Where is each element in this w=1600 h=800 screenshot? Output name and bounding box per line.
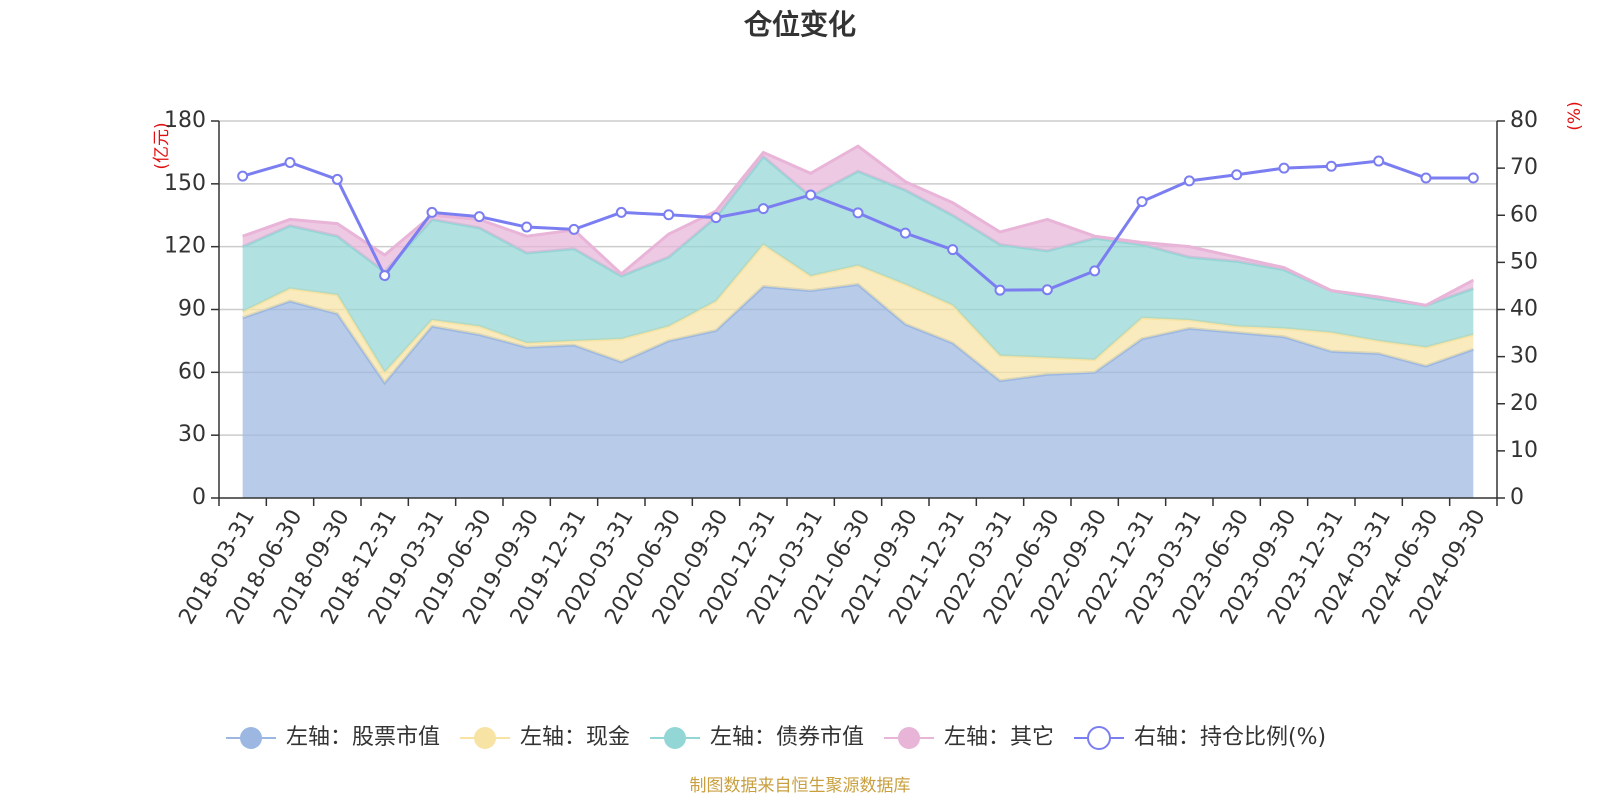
legend-swatch — [240, 727, 262, 749]
chart-title: 仓位变化 — [744, 8, 856, 41]
ratio-point — [1278, 162, 1290, 174]
legend-swatch — [898, 727, 920, 749]
legend-swatch — [664, 727, 686, 749]
area-edge-3 — [242, 154, 1474, 307]
ratio-point — [1089, 265, 1101, 277]
stacked-areas — [242, 144, 1475, 498]
legend: 左轴：股票市值 左轴：现金 左轴：债券市值 左轴：其它 右轴：持仓比例(%) — [226, 725, 1326, 750]
ratio-point — [852, 207, 864, 219]
left-tick-label: 150 — [164, 171, 206, 196]
ratio-point — [615, 206, 627, 218]
ratio-point — [1373, 155, 1385, 167]
ratio-point — [757, 203, 769, 215]
ratio-point — [473, 211, 485, 223]
right-tick-label: 10 — [1510, 438, 1538, 463]
ratio-line-series — [237, 155, 1479, 296]
ratio-point — [710, 212, 722, 224]
area-1 — [242, 284, 1474, 498]
left-tick-label: 90 — [178, 297, 206, 322]
area-3 — [242, 156, 1474, 373]
area-2 — [242, 244, 1474, 383]
ratio-point — [1041, 284, 1053, 296]
ratio-point — [521, 221, 533, 233]
ratio-point — [331, 173, 343, 185]
left-axis-unit: (亿元) — [152, 122, 172, 169]
left-tick-label: 120 — [164, 234, 206, 259]
legend-swatch — [474, 727, 496, 749]
ratio-point — [994, 284, 1006, 296]
right-axis-unit: (%) — [1565, 101, 1585, 130]
right-tick-label: 0 — [1510, 485, 1524, 510]
legend-label: 右轴：持仓比例(%) — [1134, 725, 1326, 750]
ratio-point — [379, 270, 391, 282]
area-edge-4 — [242, 144, 1475, 307]
right-tick-label: 30 — [1510, 344, 1538, 369]
legend-label: 左轴：股票市值 — [286, 725, 440, 750]
ratio-point — [947, 244, 959, 256]
ratio-point — [284, 156, 296, 168]
area-edge-1 — [242, 282, 1474, 386]
right-tick-label: 20 — [1510, 391, 1538, 416]
right-tick-label: 50 — [1510, 249, 1538, 274]
right-tick-label: 60 — [1510, 202, 1538, 227]
legend-label: 左轴：债券市值 — [710, 725, 864, 750]
ratio-point — [663, 209, 675, 221]
ratio-point — [899, 227, 911, 239]
ratio-point — [1420, 172, 1432, 184]
left-tick-label: 180 — [164, 108, 206, 133]
ratio-point — [805, 189, 817, 201]
right-tick-label: 40 — [1510, 297, 1538, 322]
area-4 — [242, 146, 1474, 306]
legend-label: 左轴：现金 — [520, 725, 630, 750]
left-tick-label: 30 — [178, 422, 206, 447]
data-source-note: 制图数据来自恒生聚源数据库 — [690, 776, 911, 796]
ratio-point — [1325, 160, 1337, 172]
legend-label: 左轴：其它 — [944, 725, 1054, 750]
legend-swatch — [1087, 726, 1111, 750]
right-tick-label: 80 — [1510, 108, 1538, 133]
ratio-point — [1183, 175, 1195, 187]
area-edge-2 — [242, 242, 1474, 375]
ratio-point — [1136, 196, 1148, 208]
ratio-point — [426, 206, 438, 218]
right-tick-label: 70 — [1510, 155, 1538, 180]
ratio-point — [237, 170, 249, 182]
ratio-point — [1231, 169, 1243, 181]
left-tick-label: 60 — [178, 359, 206, 384]
left-tick-label: 0 — [192, 485, 206, 510]
ratio-point — [568, 223, 580, 235]
ratio-point — [1467, 172, 1479, 184]
